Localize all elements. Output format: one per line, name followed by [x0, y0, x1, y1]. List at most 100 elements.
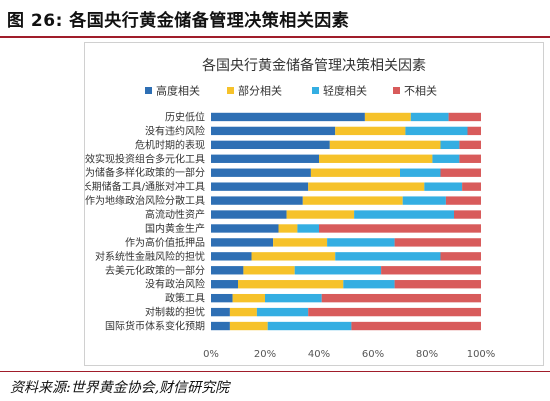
bar-segment	[319, 154, 433, 163]
legend-swatch	[227, 87, 234, 94]
x-tick-label: 20%	[254, 349, 276, 360]
category-label: 政策工具	[165, 292, 205, 305]
category-label: 去美元化政策的一部分	[105, 264, 205, 277]
bar-segment	[459, 140, 481, 150]
category-label: 对系统性金融风险的担忧	[95, 250, 205, 263]
bar-segment	[440, 252, 481, 261]
bar-segment	[445, 196, 481, 205]
bar-segment	[211, 280, 238, 289]
bar-segment	[440, 168, 481, 177]
category-label: 长期储备工具/通胀对冲工具	[85, 180, 205, 193]
bar-segment	[211, 293, 233, 303]
bar-segment	[440, 140, 460, 150]
category-label: 危机时期的表现	[135, 138, 205, 151]
bar-segment	[424, 182, 463, 191]
category-label: 没有违约风险	[145, 124, 205, 137]
bar-segment	[211, 140, 330, 150]
bar-segment	[381, 266, 481, 275]
bar-segment	[211, 196, 303, 205]
footer-divider	[0, 371, 550, 372]
bar-segment	[243, 266, 295, 275]
figure-title: 图 26: 各国央行黄金储备管理决策相关因素	[7, 11, 350, 31]
x-tick-label: 40%	[308, 349, 330, 360]
bar-segment	[319, 224, 481, 233]
bar-segment	[335, 252, 441, 261]
legend-swatch	[145, 87, 152, 94]
bar-segment	[462, 182, 481, 191]
bar-segment	[273, 238, 328, 247]
bar-segment	[402, 196, 446, 205]
bar-segment	[232, 293, 265, 303]
figure-header: 图 26: 各国央行黄金储备管理决策相关因素	[0, 0, 550, 40]
bar-segment	[364, 112, 411, 122]
category-label: 高流动性资产	[145, 208, 205, 221]
bar-segment	[394, 280, 481, 289]
x-tick-label: 80%	[416, 349, 438, 360]
bar-segment	[400, 168, 441, 177]
bar-segment	[302, 196, 403, 205]
category-label: 国内黄金生产	[145, 222, 205, 235]
legend-label: 部分相关	[238, 84, 282, 98]
bar-segment	[211, 126, 336, 136]
bar-segment	[211, 252, 252, 261]
bar-segment	[229, 321, 268, 331]
category-label: 作为高价值抵押品	[125, 236, 205, 249]
bar-segment	[251, 252, 336, 261]
bar-segment	[229, 307, 257, 317]
bar-segment	[294, 266, 382, 275]
bar-segment	[327, 238, 395, 247]
category-label: 对制裁的担忧	[145, 306, 205, 319]
bar-segment	[211, 266, 244, 275]
legend-label: 高度相关	[156, 84, 200, 98]
bar-segment	[448, 112, 481, 122]
bar-segment	[405, 126, 468, 136]
category-label: 作为地缘政治风险分散工具	[85, 194, 205, 207]
source-note: 资料来源:世界黄金协会,财信研究院	[10, 380, 230, 396]
x-tick-label: 60%	[362, 349, 384, 360]
bar-segment	[329, 140, 441, 150]
category-label: 没有政治风险	[145, 278, 205, 291]
header-divider	[0, 36, 550, 38]
bar-segment	[308, 182, 425, 191]
legend-label: 不相关	[404, 84, 437, 98]
bar-segment	[467, 126, 481, 136]
bar-segment	[343, 280, 395, 289]
bar-segment	[321, 293, 481, 303]
bar-segment	[211, 182, 309, 191]
category-label: 有效实现投资组合多元化工具	[85, 152, 205, 165]
bar-segment	[394, 238, 481, 247]
bar-segment	[410, 112, 449, 122]
x-tick-label: 100%	[467, 349, 496, 360]
bar-segment	[308, 307, 481, 317]
category-label: 作为储备多样化政策的一部分	[85, 166, 205, 179]
bar-segment	[211, 210, 287, 219]
bar-segment	[335, 126, 406, 136]
category-label: 国际货币体系变化预期	[105, 320, 205, 333]
bar-segment	[211, 154, 319, 163]
bar-segment	[211, 112, 365, 122]
bar-segment	[454, 210, 481, 219]
bar-segment	[211, 224, 279, 233]
bar-segment	[211, 321, 230, 331]
bar-segment	[211, 168, 311, 177]
chart-title: 各国央行黄金储备管理决策相关因素	[202, 57, 426, 74]
bar-segment	[267, 321, 352, 331]
bar-segment	[238, 280, 344, 289]
legend-swatch	[393, 87, 400, 94]
category-label: 历史低位	[165, 110, 205, 123]
bar-segment	[211, 307, 230, 317]
bar-segment	[354, 210, 454, 219]
bar-segment	[278, 224, 298, 233]
bar-segment	[256, 307, 309, 317]
bar-segment	[432, 154, 460, 163]
bar-segment	[211, 238, 274, 247]
bar-segment	[459, 154, 481, 163]
bar-segment	[265, 293, 322, 303]
legend-swatch	[312, 87, 319, 94]
bar-segment	[297, 224, 319, 233]
x-tick-label: 0%	[203, 349, 219, 360]
bar-segment	[286, 210, 355, 219]
legend-label: 轻度相关	[323, 84, 367, 98]
bar-segment	[310, 168, 400, 177]
